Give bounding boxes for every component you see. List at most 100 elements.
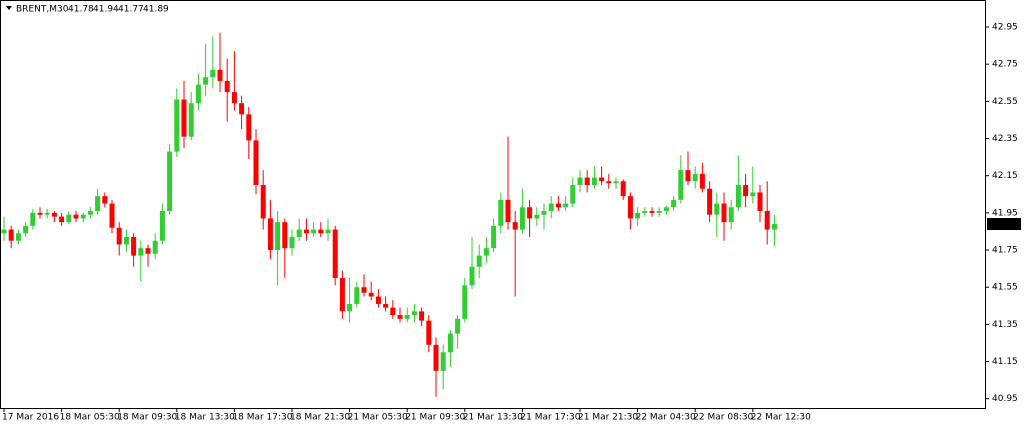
candle-body — [109, 203, 115, 228]
candle-body — [757, 192, 763, 212]
candle-body — [66, 214, 72, 223]
candle-body — [455, 318, 461, 334]
candle-body — [649, 211, 655, 213]
candle-body — [692, 173, 698, 182]
candle-body — [354, 287, 360, 304]
candle-body — [339, 277, 345, 312]
candle-body — [289, 237, 295, 249]
candle-body — [203, 77, 209, 85]
candle-body — [476, 255, 482, 267]
candle-body — [663, 207, 669, 212]
candle-body — [152, 240, 158, 254]
candle-body — [123, 237, 129, 245]
candle-body — [721, 203, 727, 223]
candle-body — [37, 212, 43, 215]
x-tick-label: 21 Mar 05:30 — [348, 413, 408, 423]
x-tick-label: 21 Mar 21:30 — [578, 413, 638, 423]
candle-body — [555, 203, 561, 208]
candle-body — [462, 285, 468, 319]
candle-body — [563, 203, 569, 208]
candle-body — [311, 229, 317, 234]
candle-body — [584, 177, 590, 185]
plot-frame — [0, 0, 986, 409]
candle-body — [411, 311, 417, 316]
candle-body — [195, 84, 201, 104]
candle-body — [167, 151, 173, 212]
candle-body — [332, 229, 338, 278]
candle-body — [440, 352, 446, 371]
candle-body — [534, 214, 540, 219]
candle-body — [678, 170, 684, 200]
candle-body — [483, 248, 489, 256]
candle-body — [260, 184, 266, 219]
candle-body — [15, 233, 21, 241]
candle-body — [599, 177, 605, 182]
candle-body — [764, 211, 770, 230]
candle-body — [591, 177, 597, 185]
x-tick-label: 21 Mar 09:30 — [405, 413, 465, 423]
candle-body — [390, 307, 396, 316]
candle-body — [447, 333, 453, 353]
y-tick-label: 42.15 — [992, 171, 1018, 181]
candle-body — [577, 177, 583, 185]
candle-body — [1, 229, 7, 234]
y-tick-label: 41.15 — [992, 357, 1018, 367]
candle-body — [426, 320, 432, 345]
x-tick-label: 18 Mar 09:30 — [117, 413, 177, 423]
candle-body — [210, 69, 216, 78]
x-tick-label: 21 Mar 13:30 — [463, 413, 523, 423]
candle-body — [59, 216, 65, 223]
candle-body — [714, 203, 720, 215]
candle-body — [318, 229, 324, 234]
y-tick-label: 42.75 — [992, 60, 1018, 70]
candle-body — [23, 225, 29, 234]
candle-body — [469, 266, 475, 286]
candle-body — [541, 211, 547, 215]
y-tick-label: 41.55 — [992, 283, 1018, 293]
y-tick-label: 41.75 — [992, 246, 1018, 256]
candle-body — [642, 211, 648, 213]
last-price-box — [987, 218, 1021, 231]
candle-body — [728, 207, 734, 223]
candle-body — [771, 224, 777, 230]
candle-body — [253, 140, 259, 185]
header-value: 41.94 — [93, 5, 119, 15]
candle-body — [750, 192, 756, 197]
candle-body — [138, 248, 144, 256]
symbol-title: BRENT,M30 — [16, 5, 69, 15]
candle-body — [80, 214, 86, 219]
candle-body — [282, 222, 288, 249]
candle-body — [159, 211, 165, 241]
candle-body — [505, 199, 511, 223]
candle-body — [145, 248, 151, 254]
candle-body — [8, 229, 14, 241]
x-tick-label: 22 Mar 04:30 — [636, 413, 696, 423]
last-price-label: 41.89 — [992, 220, 1018, 230]
candle-body — [527, 207, 533, 219]
candle-body — [519, 207, 525, 230]
candle-body — [707, 188, 713, 215]
menu-arrow[interactable] — [6, 6, 12, 10]
candle-body — [231, 92, 237, 104]
candle-body — [239, 103, 245, 115]
candle-body — [51, 212, 57, 217]
candle-body — [433, 344, 439, 371]
candle-body — [73, 214, 79, 219]
x-tick-label: 18 Mar 13:30 — [175, 413, 235, 423]
candle-body — [606, 181, 612, 184]
candle-body — [627, 196, 633, 219]
candle-body — [656, 211, 662, 213]
header-value: 41.78 — [68, 5, 94, 15]
x-tick-label: 22 Mar 08:30 — [693, 413, 753, 423]
candle-body — [246, 114, 252, 141]
candle-body — [419, 311, 425, 321]
candle-body — [375, 296, 381, 304]
candle-body — [685, 170, 691, 182]
candle-body — [635, 212, 641, 219]
candle-body — [131, 237, 137, 256]
candle-body — [699, 173, 705, 189]
candle-body — [188, 103, 194, 137]
candle-body — [397, 315, 403, 319]
candle-body — [87, 211, 93, 215]
